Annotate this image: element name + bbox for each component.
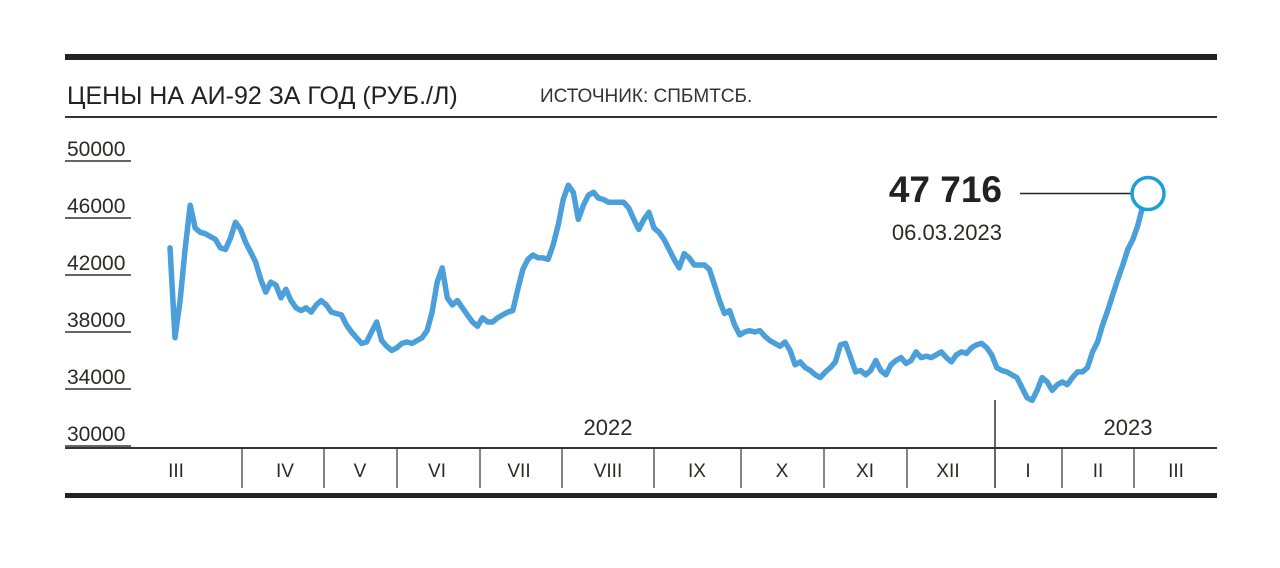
month-label: VII (507, 461, 530, 482)
y-tick-label: 34000 (67, 366, 125, 389)
month-label: VI (428, 461, 446, 482)
month-label: I (1025, 461, 1030, 482)
month-label: III (1168, 461, 1184, 482)
y-tick-label: 50000 (67, 138, 125, 161)
month-label: III (168, 461, 184, 482)
chart-title: ЦЕНЫ НА АИ-92 ЗА ГОД (РУБ./Л) (67, 82, 458, 110)
chart-source: ИСТОЧНИК: СПБМТСБ. (540, 86, 752, 107)
bottom-rule (65, 493, 1217, 498)
y-tick-label: 42000 (67, 252, 125, 275)
annotation-date: 06.03.2023 (892, 220, 1002, 245)
month-label: IX (688, 461, 706, 482)
month-label: V (354, 461, 367, 482)
last-value-marker (1130, 175, 1166, 212)
year-label-2023: 2023 (1104, 415, 1153, 440)
top-rule (65, 54, 1217, 60)
x-axis-months: III IV V VI VII VIII IX X XI XII I II III (168, 448, 1184, 488)
y-tick-label: 38000 (67, 309, 125, 332)
y-tick-label: 30000 (67, 423, 125, 446)
month-label: X (776, 461, 789, 482)
annotation-value: 47 716 (889, 169, 1002, 210)
month-label: IV (276, 461, 294, 482)
month-label: VIII (594, 461, 623, 482)
year-label-2022: 2022 (584, 415, 633, 440)
month-label: XII (936, 461, 959, 482)
y-tick-label: 46000 (67, 195, 125, 218)
month-label: XI (856, 461, 874, 482)
title-rule (65, 116, 1217, 118)
month-label: II (1093, 461, 1104, 482)
price-line (167, 182, 1151, 404)
y-axis: 50000 46000 42000 38000 34000 30000 (65, 138, 131, 447)
